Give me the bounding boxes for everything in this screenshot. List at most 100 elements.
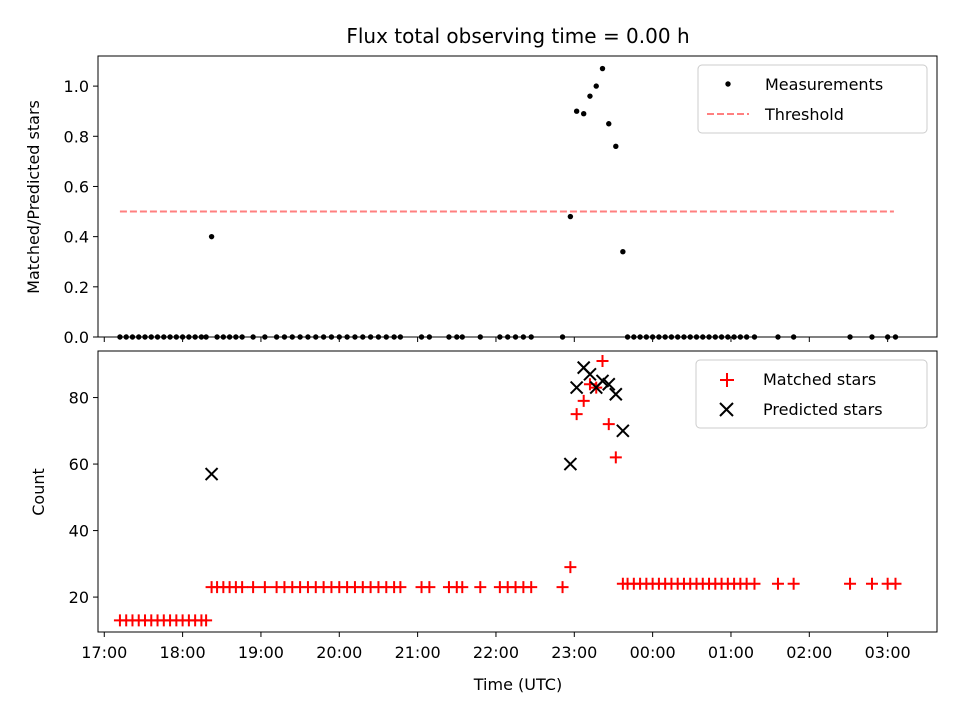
measurement-point [687, 334, 693, 340]
measurement-point [214, 334, 220, 340]
measurement-point [233, 334, 239, 340]
measurement-point [226, 334, 233, 340]
top-data-marks [117, 65, 899, 340]
matched-stars-point [771, 577, 784, 590]
measurement-point [775, 334, 781, 340]
predicted-stars-point [563, 457, 578, 471]
measurement-point [520, 334, 527, 340]
measurement-point [637, 334, 643, 340]
x-axis-label: Time (UTC) [473, 675, 562, 694]
matched-stars-point [474, 581, 487, 594]
measurement-point [273, 334, 280, 340]
measurement-point [289, 334, 295, 340]
predicted-stars-point [609, 387, 623, 401]
matched-stars-point [564, 561, 577, 574]
measurement-point [587, 93, 593, 99]
legend-measurements: Measurements [765, 75, 883, 94]
measurement-point [662, 334, 668, 340]
measurement-point [643, 334, 650, 340]
matched-stars-point [787, 577, 800, 590]
measurement-point [305, 334, 311, 340]
measurement-point [477, 334, 483, 340]
measurement-point [320, 334, 327, 340]
matched-stars-point [844, 577, 857, 590]
measurement-point [454, 334, 460, 340]
matched-stars-point [609, 451, 622, 464]
measurement-point [593, 83, 599, 89]
measurement-point [297, 334, 303, 340]
top-panel: 0.0 0.2 0.4 0.6 0.8 1.0 Matched/Predicted sta… [24, 55, 938, 347]
measurement-point [383, 334, 389, 340]
measurement-point [154, 334, 161, 340]
x-tick-label: 03:00 [865, 643, 911, 662]
top-legend-box [697, 64, 928, 134]
x-tick-label: 01:00 [708, 643, 754, 662]
top-y-tick-label: 0.6 [64, 177, 89, 196]
measurement-point [606, 121, 612, 127]
measurement-point [620, 248, 626, 255]
measurement-point [375, 334, 382, 340]
measurement-point [656, 334, 662, 340]
measurement-point [580, 111, 587, 117]
matched-stars-point [865, 577, 878, 590]
bottom-x-axis: 17:00 18:00 19:00 20:00 21:00 22:00 23:00 00:00… [81, 632, 911, 662]
chart-title: Flux total observing time = 0.00 h [346, 24, 689, 48]
measurement-point [203, 334, 209, 340]
x-tick-label: 17:00 [81, 643, 127, 662]
measurement-point [505, 334, 511, 340]
measurement-point [599, 65, 606, 72]
legend-threshold: Threshold [764, 105, 844, 124]
measurement-point [737, 334, 744, 340]
matched-stars-point [602, 418, 615, 431]
measurement-point [497, 334, 503, 340]
bottom-y-tick-label: 20 [69, 588, 89, 607]
x-tick-label: 20:00 [316, 643, 362, 662]
bottom-y-tick-label: 40 [69, 522, 89, 541]
measurement-point [731, 334, 737, 340]
measurement-point [459, 334, 465, 340]
measurement-point [743, 334, 750, 340]
measurements-legend-marker [725, 81, 731, 87]
matched-stars-point [423, 581, 436, 594]
measurement-point [446, 334, 452, 340]
bottom-plot-area [97, 350, 938, 633]
x-tick-label: 21:00 [395, 643, 441, 662]
measurement-point [693, 334, 700, 340]
measurement-point [129, 334, 136, 340]
x-tick-label: 22:00 [473, 643, 519, 662]
x-tick-label: 23:00 [551, 643, 597, 662]
matched-stars-point [577, 394, 590, 407]
legend-predicted-stars: Predicted stars [763, 400, 883, 419]
measurement-point [239, 334, 245, 340]
measurement-point [512, 334, 519, 340]
measurement-point [391, 334, 397, 340]
matched-stars-point [889, 577, 902, 590]
legend-matched-stars: Matched stars [763, 370, 876, 389]
measurement-point [142, 334, 148, 340]
predicted-stars-point [583, 367, 597, 381]
measurement-point [186, 334, 192, 340]
measurement-point [613, 143, 619, 150]
predicted-stars-point [595, 374, 610, 388]
matched-stars-point [394, 581, 407, 594]
measurement-point [352, 334, 358, 340]
measurement-point [528, 334, 534, 340]
matched-stars-point [596, 354, 609, 367]
x-tick-label: 02:00 [786, 643, 832, 662]
measurement-point [262, 334, 268, 340]
bottom-panel: 20 40 60 80 17:00 18:00 19:00 20:00 21:00 22:00 2… [29, 350, 938, 694]
matched-stars-point [200, 614, 213, 627]
matched-stars-point [570, 408, 583, 421]
measurement-point [198, 334, 205, 340]
measurement-point [573, 108, 580, 114]
measurement-point [313, 334, 319, 340]
x-tick-label: 18:00 [160, 643, 206, 662]
measurement-point [397, 334, 404, 340]
measurement-point [208, 233, 215, 240]
measurement-point [675, 334, 681, 340]
top-y-axis-label: Matched/Predicted stars [24, 100, 43, 294]
predicted-stars-point [602, 377, 616, 391]
bottom-y-tick-label: 60 [69, 455, 89, 474]
measurement-point [725, 334, 731, 340]
